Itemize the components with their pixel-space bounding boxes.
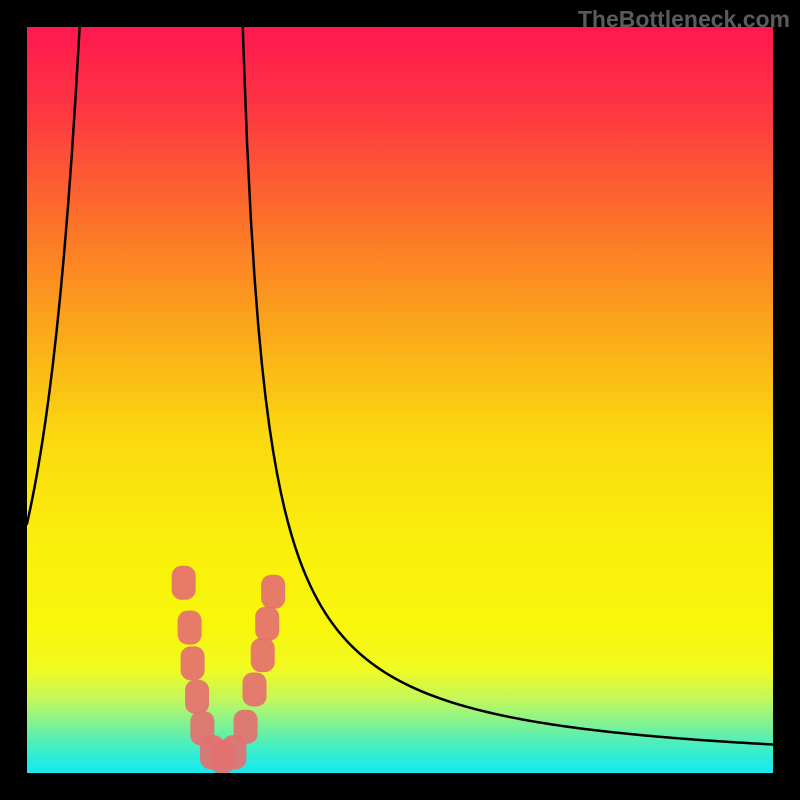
data-marker — [255, 607, 279, 641]
data-marker — [251, 638, 275, 672]
data-marker — [243, 672, 267, 706]
bottleneck-curve — [27, 0, 773, 745]
data-marker — [172, 566, 196, 600]
data-marker — [261, 575, 285, 609]
data-marker — [185, 680, 209, 714]
data-marker — [234, 710, 258, 744]
plot-svg — [0, 0, 800, 800]
data-marker — [178, 611, 202, 645]
watermark-text: TheBottleneck.com — [578, 6, 790, 33]
chart-container: TheBottleneck.com — [0, 0, 800, 800]
marker-group — [172, 566, 286, 774]
data-marker — [181, 646, 205, 680]
